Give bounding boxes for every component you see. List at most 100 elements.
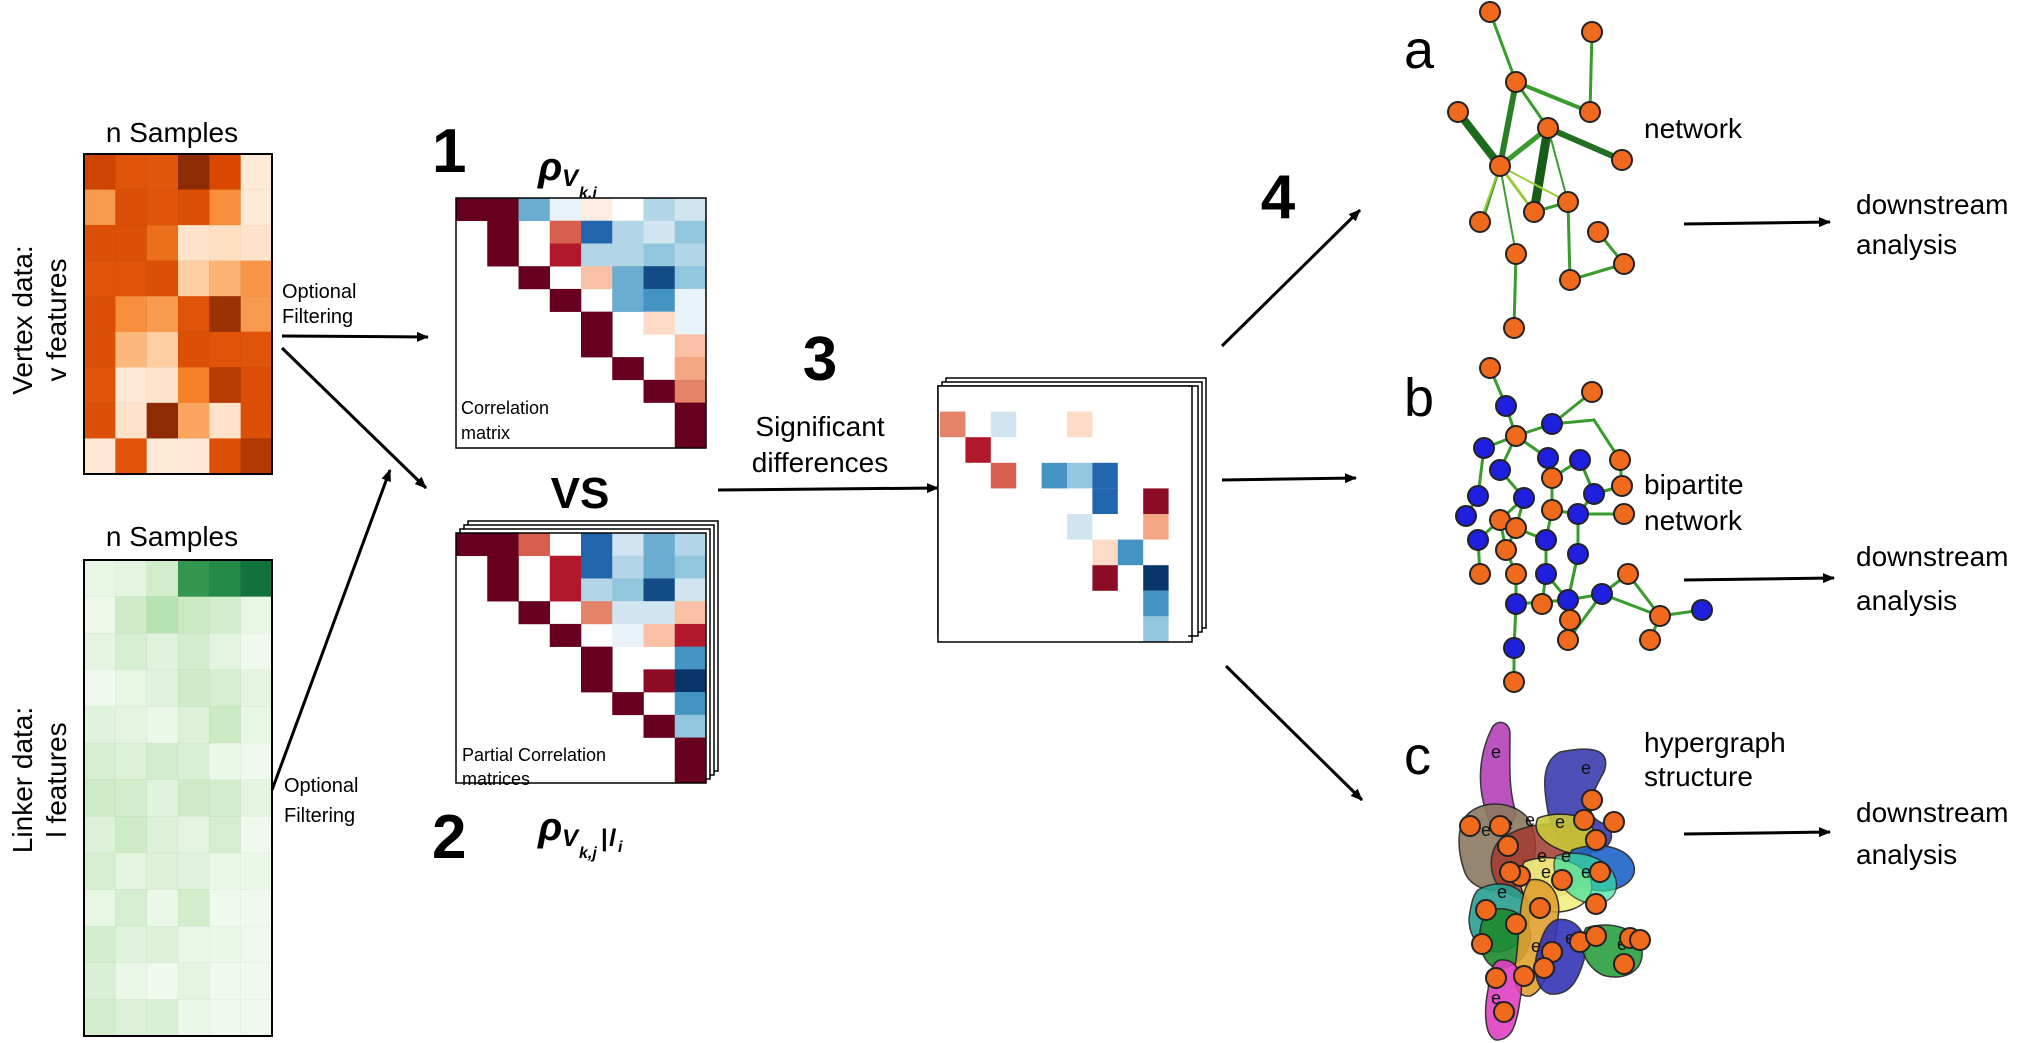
bipartite-node-4 [1505, 425, 1527, 447]
correlation-matrix-cell-4-7 [674, 288, 707, 312]
vertex-heatmap-cell-8-0 [83, 438, 117, 475]
linker-heatmap-cell-7-4 [209, 816, 242, 854]
vertex-heatmap-cell-8-2 [146, 438, 179, 475]
network-node-15 [1503, 317, 1525, 339]
hypergraph-structure: eeeeeeeeeeeeeeee [1458, 721, 1651, 1041]
linker-heatmap-cell-9-2 [146, 889, 179, 927]
difference-matrix-cell-3-5 [1067, 462, 1093, 489]
partial-matrix-cell-3-6 [643, 601, 676, 625]
bipartite-node-1 [1495, 395, 1517, 417]
correlation-caption-line1: Correlation [461, 398, 549, 418]
linker-axis-label-line1: Linker data: [7, 707, 38, 853]
step-4-number: 4 [1261, 163, 1296, 232]
vertex-heatmap-cell-8-3 [177, 438, 211, 475]
linker-heatmap-cell-6-1 [115, 779, 148, 818]
vertex-data-panel: n Samples Vertex data: v features [7, 117, 273, 475]
arrow-to-differences [717, 483, 939, 494]
arrow-linker-to-partial [270, 469, 392, 791]
linker-heatmap-cell-12-3 [177, 999, 211, 1037]
correlation-matrix-cell-0-7 [674, 198, 707, 222]
correlation-matrix-cell-8-6 [643, 379, 676, 403]
vertex-samples-label: n Samples [106, 117, 238, 148]
network-node-9 [1523, 201, 1545, 223]
hypergraph-node-10 [1499, 861, 1521, 883]
partial-matrix-cell-2-5 [612, 578, 644, 602]
correlation-matrix-cell-3-4 [581, 266, 613, 290]
vertex-heatmap-cell-7-4 [209, 402, 242, 440]
hyperedge-marker-8: e [1581, 862, 1591, 882]
network-node-8 [1469, 211, 1491, 233]
partial-matrix-cell-1-6 [643, 555, 676, 579]
step-4-arrows: 4 [1220, 163, 1364, 802]
linker-heatmap-cell-0-3 [177, 559, 211, 598]
correlation-matrix-cell-1-1 [487, 220, 519, 244]
vertex-heatmap-cell-6-4 [209, 367, 242, 404]
vertex-heatmap-cell-1-0 [83, 189, 117, 226]
rho-symbol: ρ [537, 145, 562, 189]
difference-matrix-cell-8-8 [1143, 590, 1169, 617]
bipartite-node-30 [1591, 583, 1613, 605]
linker-heatmap-cell-11-4 [209, 962, 242, 1001]
linker-heatmap-cell-7-2 [146, 816, 179, 854]
correlation-caption-line2: matrix [461, 423, 510, 443]
linker-heatmap-cell-3-0 [83, 669, 117, 708]
partial-matrix-cell-7-7 [674, 692, 707, 716]
correlation-matrix-cell-3-5 [612, 266, 644, 290]
hypergraph-node-15 [1471, 933, 1493, 955]
output-a-label: network [1644, 113, 1743, 144]
vertex-heatmap-cell-6-2 [146, 367, 179, 404]
vertex-heatmap-cell-8-4 [209, 438, 242, 475]
vertex-heatmap-cell-3-0 [83, 260, 117, 297]
linker-heatmap-cell-8-2 [146, 852, 179, 891]
vertex-axis-label-line2: v features [41, 259, 72, 382]
bipartite-node-17 [1613, 503, 1635, 525]
partial-correlation-matrix [456, 533, 707, 784]
bipartite-node-21 [1535, 529, 1557, 551]
hyperedge-marker-4: e [1525, 810, 1535, 830]
vertex-heatmap-cell-6-0 [83, 367, 117, 404]
linker-heatmap-cell-10-4 [209, 925, 242, 964]
linker-heatmap-cell-3-3 [177, 669, 211, 708]
partial-matrix-cell-8-6 [643, 714, 676, 738]
output-a-downstream-line2: analysis [1856, 229, 1957, 260]
linker-heatmap-cell-10-5 [240, 925, 273, 964]
hypergraph-node-23 [1493, 1001, 1515, 1023]
vertex-heatmap-cell-4-5 [240, 295, 273, 333]
bipartite-node-25 [1469, 563, 1491, 585]
hyperedge-marker-0: e [1491, 742, 1501, 762]
partial-caption-line2: matrices [462, 769, 530, 789]
hyperedge-marker-5: e [1555, 812, 1565, 832]
linker-heatmap-cell-2-0 [83, 632, 117, 671]
vertex-heatmap-cell-7-0 [83, 402, 117, 440]
difference-matrix-cell-2-1 [965, 437, 991, 463]
partial-rho-symbol: ρ [537, 805, 562, 849]
output-c-label-line2: structure [1644, 761, 1753, 792]
linker-heatmap-cell-8-4 [209, 852, 242, 891]
network-node-4 [1579, 101, 1601, 123]
bipartite-node-24 [1567, 543, 1589, 565]
difference-matrix-border [937, 385, 1193, 643]
vertex-heatmap-cell-5-1 [115, 331, 148, 369]
bipartite-node-37 [1639, 629, 1661, 651]
hypergraph-node-6 [1497, 835, 1519, 857]
partial-matrix-cell-3-4 [581, 601, 613, 625]
arrow-vertex-to-correlation [281, 331, 429, 342]
linker-heatmap-cell-12-5 [240, 999, 273, 1037]
bipartite-node-3 [1541, 413, 1563, 435]
partial-matrix-cell-3-2 [518, 601, 551, 625]
output-b-letter: b [1404, 368, 1434, 428]
bipartite-node-16 [1567, 503, 1589, 525]
linker-heatmap-cell-8-0 [83, 852, 117, 891]
vertex-heatmap-cell-4-2 [146, 295, 179, 333]
partial-matrix-cell-0-6 [643, 533, 676, 557]
linker-heatmap-cell-5-3 [177, 742, 211, 781]
vertex-heatmap-cell-5-4 [209, 331, 242, 369]
network-node-2 [1505, 71, 1527, 93]
bipartite-node-26 [1535, 563, 1557, 585]
linker-heatmap-cell-0-5 [240, 559, 273, 598]
partial-matrix-cell-1-3 [549, 555, 582, 579]
output-hypergraph: c eeeeeeeeeeeeeeee hypergraph structure … [1404, 721, 2009, 1041]
difference-matrix [940, 411, 1169, 642]
linker-heatmap-cell-3-5 [240, 669, 273, 708]
linker-heatmap-cell-7-1 [115, 816, 148, 854]
